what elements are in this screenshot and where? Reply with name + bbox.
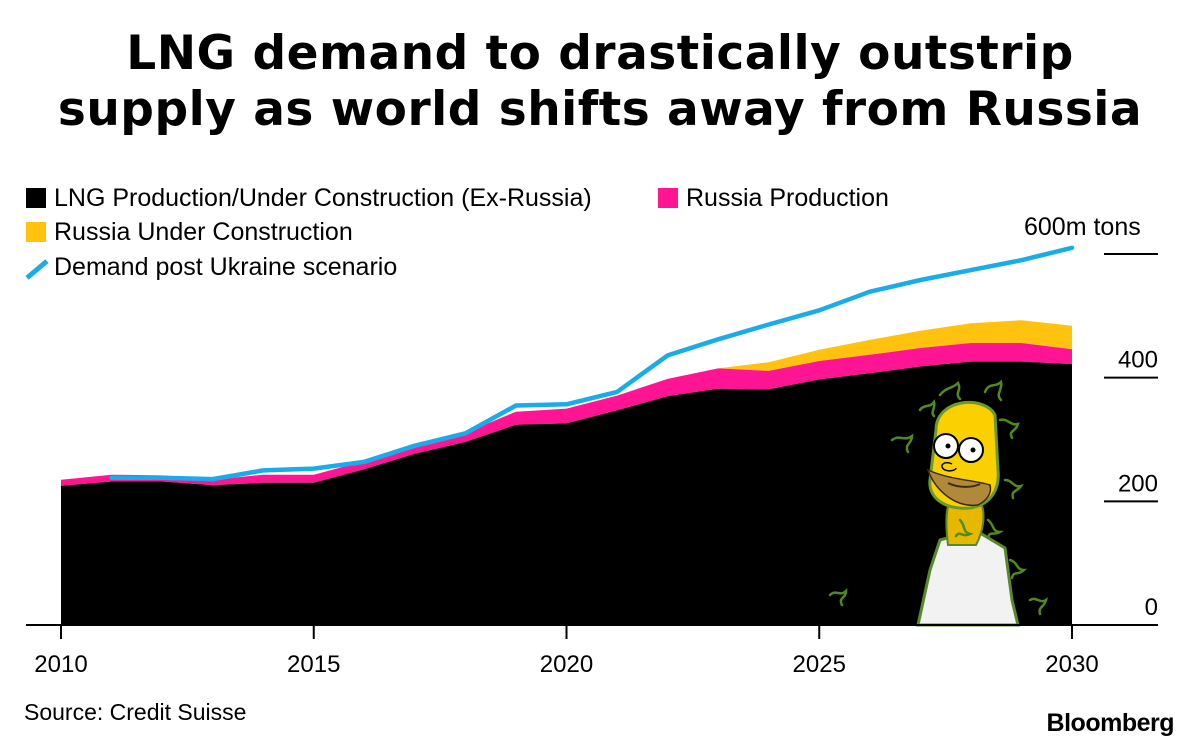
y-unit-label: 600m tons	[1024, 213, 1141, 241]
homer-nose	[941, 461, 957, 472]
legend-swatch-production-ex-russia	[26, 188, 46, 208]
legend-item-russia-production: Russia Production	[658, 183, 889, 213]
hedge-leaf-3	[998, 418, 1020, 440]
legend-label-production-ex-russia: LNG Production/Under Construction (Ex-Ru…	[54, 184, 592, 212]
homer-mouth	[947, 482, 981, 488]
x-tick-label-2020: 2020	[540, 651, 593, 678]
homer-beard	[926, 468, 992, 506]
legend-label-russia-production: Russia Production	[686, 184, 889, 212]
hedge-leaf-1	[938, 380, 962, 401]
area-russia-under-construction	[61, 320, 1072, 480]
hedge-leaf-2	[983, 379, 1003, 402]
homer-pupil-right	[970, 447, 976, 453]
area-russia-production	[61, 343, 1072, 486]
hedge-leaf-7	[828, 587, 848, 607]
bloomberg-logo: Bloomberg	[1046, 709, 1175, 737]
x-tick-label-2025: 2025	[793, 651, 846, 678]
chart-title-line-1: LNG demand to drastically outstrip	[126, 26, 1074, 81]
x-tick-label-2030: 2030	[1045, 651, 1098, 678]
hedge-leaf-10	[954, 518, 974, 538]
source-note: Source: Credit Suisse	[24, 699, 247, 725]
chart-title-line-2: supply as world shifts away from Russia	[57, 82, 1143, 137]
legend-label-demand: Demand post Ukraine scenario	[54, 253, 398, 281]
homer-pupil-left	[945, 443, 951, 449]
legend-item-production-ex-russia: LNG Production/Under Construction (Ex-Ru…	[26, 183, 592, 213]
y-tick-label-200: 200	[1118, 470, 1158, 497]
legend-swatch-russia-under-construction	[26, 222, 46, 242]
legend-label-russia-under-construction: Russia Under Construction	[54, 218, 353, 246]
hedge-leaf-8	[1008, 558, 1028, 580]
hedge-leaf-11	[918, 399, 936, 418]
homer-hedge-illustration	[828, 379, 1048, 627]
hedge-leaf-4	[890, 433, 914, 454]
line-demand	[109, 245, 1075, 482]
legend-swatch-russia-production	[658, 188, 678, 208]
area-production-ex-russia	[61, 361, 1072, 625]
x-tick-label-2010: 2010	[34, 651, 87, 678]
x-tick-label-2015: 2015	[287, 651, 340, 678]
hedge-leaf-5	[1003, 478, 1024, 500]
legend-item-demand: Demand post Ukraine scenario	[22, 252, 397, 282]
homer-shirt	[916, 528, 1020, 627]
y-tick-label-400: 400	[1118, 347, 1158, 374]
chart-title: LNG demand to drastically outstrip suppl…	[0, 26, 1200, 138]
legend-item-russia-under-construction: Russia Under Construction	[26, 217, 353, 247]
hedge-leaf-6	[986, 518, 1005, 540]
hedge-leaf-9	[1028, 597, 1048, 616]
y-tick-label-0: 0	[1145, 594, 1158, 621]
